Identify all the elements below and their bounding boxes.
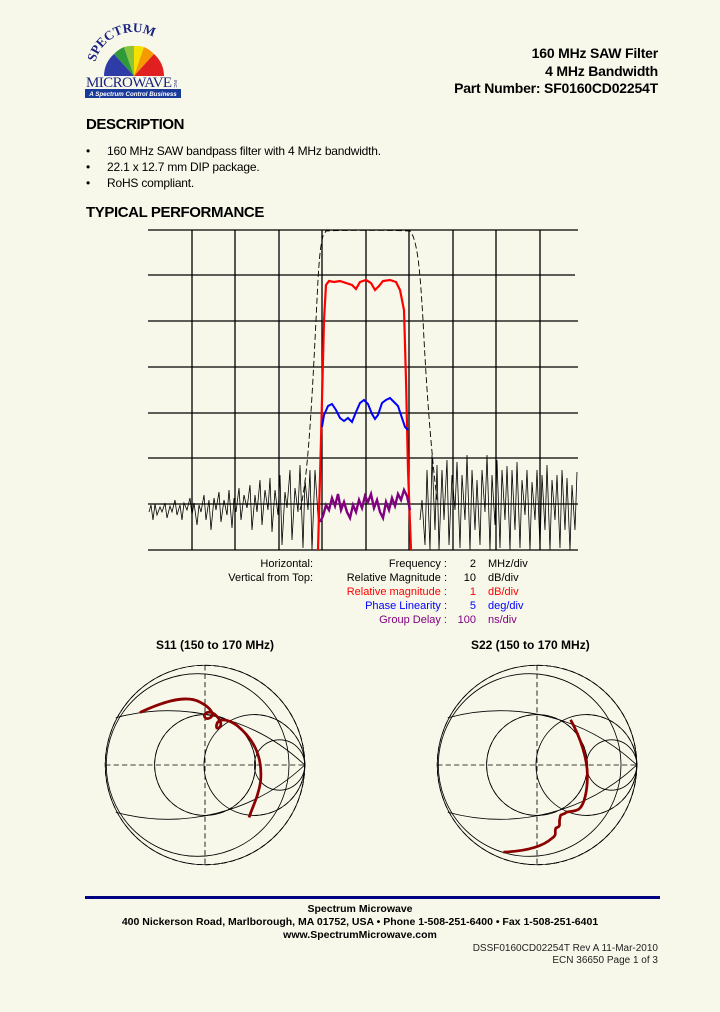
footer-website-link[interactable]: www.SpectrumMicrowave.com — [283, 929, 437, 941]
logo-suffix: INC — [173, 80, 178, 89]
s11-trace — [139, 697, 263, 818]
footer-company: Spectrum Microwave — [307, 903, 413, 915]
description-item: • 160 MHz SAW bandpass filter with 4 MHz … — [86, 144, 381, 158]
rainbow-icon — [104, 45, 164, 76]
legend-row-phase: Phase Linearity : 5 deg/div — [365, 600, 524, 612]
footer-address: 400 Nickerson Road, Marlborough, MA 0175… — [121, 916, 599, 928]
bandwidth-title: 4 MHz Bandwidth — [545, 63, 658, 79]
horizontal-label: Horizontal: — [260, 558, 313, 570]
description-item: • 22.1 x 12.7 mm DIP package. — [86, 160, 260, 174]
legend-row-frequency: Horizontal: Frequency : 2 MHz/div — [0, 557, 720, 571]
s22-trace — [503, 719, 589, 854]
performance-heading: TYPICAL PERFORMANCE — [86, 204, 264, 221]
phase-linearity-trace — [321, 396, 409, 431]
part-number: Part Number: SF0160CD02254T — [454, 80, 658, 96]
performance-chart — [148, 229, 578, 551]
magnitude-10db-trace — [299, 229, 438, 511]
s11-smith-chart — [104, 664, 306, 866]
magnitude-noise-trace — [148, 464, 320, 551]
s22-smith-chart — [436, 664, 638, 866]
s22-title: S22 (150 to 170 MHz) — [471, 638, 590, 652]
legend-row-magnitude-10db: Vertical from Top: Relative Magnitude : … — [0, 571, 720, 585]
footer-doc-info: DSSF0160CD02254T Rev A 11-Mar-2010 — [472, 943, 658, 954]
logo-wordmark: MICROWAVE — [86, 75, 172, 91]
description-heading: DESCRIPTION — [86, 116, 185, 133]
magnitude-1db-trace — [316, 278, 413, 551]
magnitude-noise-trace-right — [419, 454, 578, 551]
product-title: 160 MHz SAW Filter — [531, 45, 659, 61]
footer-rule — [85, 896, 660, 899]
group-delay-trace — [318, 486, 412, 523]
legend-row-group-delay: Group Delay : 100 ns/div — [379, 614, 517, 626]
spectrum-microwave-logo: SPECTRUM MICROWAVE INC A Spectrum Contro… — [84, 22, 181, 98]
vertical-label: Vertical from Top: — [228, 572, 313, 584]
footer-page-info: ECN 36650 Page 1 of 3 — [552, 955, 658, 966]
logo-tagline: A Spectrum Control Business — [88, 91, 177, 98]
description-item: • RoHS compliant. — [86, 176, 195, 190]
legend-row-magnitude-1db: Relative magnitude : 1 dB/div — [346, 586, 519, 598]
s11-title: S11 (150 to 170 MHz) — [156, 638, 275, 652]
chart-grid — [148, 229, 578, 551]
